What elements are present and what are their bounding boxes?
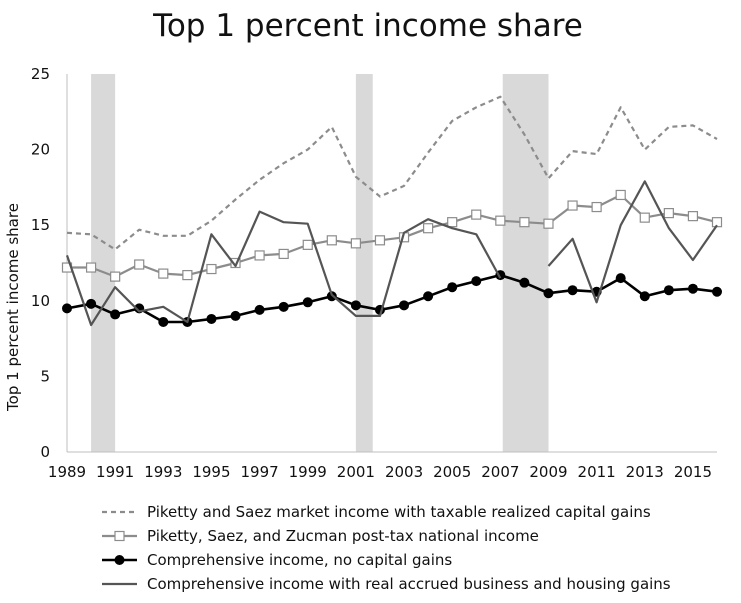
data-point	[615, 273, 626, 284]
x-tick-label: 2011	[578, 463, 616, 481]
x-tick-label: 2013	[626, 463, 664, 481]
recession-bands	[91, 74, 549, 452]
data-point	[62, 303, 72, 314]
data-point	[471, 209, 482, 220]
y-axis-label: Top 1 percent income share	[4, 203, 22, 412]
data-point	[663, 208, 674, 219]
legend-label: Piketty, Saez, and Zucman post-tax natio…	[147, 527, 539, 545]
x-tick-label: 1991	[96, 463, 134, 481]
data-point	[399, 300, 410, 311]
data-point	[350, 300, 361, 311]
data-point	[110, 309, 121, 320]
legend-label: Comprehensive income with real accrued b…	[147, 575, 671, 593]
y-tick-label: 5	[40, 367, 50, 385]
data-point	[254, 304, 265, 315]
x-tick-label: 2007	[481, 463, 519, 481]
data-point	[158, 268, 169, 279]
y-tick-labels: 0 5 10 15 20 25	[31, 65, 50, 461]
data-point	[423, 223, 434, 234]
data-point	[471, 276, 482, 287]
data-point	[639, 212, 650, 223]
chart-title: Top 1 percent income share	[152, 8, 583, 44]
data-point	[567, 285, 578, 296]
legend-marker	[114, 555, 125, 565]
y-tick-label: 0	[40, 443, 50, 461]
x-tick-label: 1995	[192, 463, 230, 481]
x-tick-label: 2015	[674, 463, 712, 481]
data-point	[110, 271, 121, 282]
data-point	[326, 235, 337, 246]
data-point	[591, 201, 602, 213]
data-point	[543, 218, 554, 229]
data-point	[230, 257, 241, 269]
data-point	[687, 211, 699, 222]
legend-marker	[114, 530, 125, 542]
y-tick-label: 15	[31, 216, 50, 234]
series-line-1	[67, 193, 718, 278]
legend: Piketty and Saez market income with taxa…	[102, 503, 671, 593]
data-point	[302, 297, 313, 308]
recession-band-2	[502, 74, 549, 452]
x-tick-label: 1999	[289, 463, 327, 481]
x-tick-labels: 1989 1991 1993 1995 1997 1999 2001 2003 2005 2007…	[48, 463, 712, 481]
data-point	[254, 250, 265, 261]
legend-label: Comprehensive income, no capital gains	[147, 551, 452, 569]
data-point	[85, 262, 97, 273]
x-tick-label: 1989	[48, 463, 86, 481]
data-point	[447, 217, 458, 228]
data-point	[423, 291, 434, 302]
axes	[66, 74, 717, 453]
data-point	[350, 238, 361, 249]
data-point	[206, 263, 217, 275]
data-point	[230, 310, 241, 321]
data-point	[278, 248, 289, 260]
data-point	[519, 277, 530, 288]
data-point	[495, 215, 506, 226]
y-tick-label: 25	[31, 65, 50, 83]
recession-band-1	[355, 74, 373, 452]
data-point	[374, 235, 386, 246]
x-tick-label: 2009	[529, 463, 567, 481]
legend-item: Piketty, Saez, and Zucman post-tax natio…	[102, 527, 539, 545]
series-3	[65, 180, 718, 327]
data-point	[278, 301, 289, 312]
x-tick-label: 2003	[385, 463, 423, 481]
data-point	[639, 291, 650, 302]
legend-item: Piketty and Saez market income with taxa…	[102, 503, 651, 521]
data-point	[567, 200, 578, 211]
legend-item: Comprehensive income with real accrued b…	[102, 575, 671, 593]
data-point	[86, 298, 97, 309]
data-point	[543, 288, 554, 299]
series-1	[61, 189, 723, 282]
x-tick-label: 1997	[240, 463, 278, 481]
x-tick-label: 2001	[337, 463, 375, 481]
data-point	[712, 286, 722, 297]
x-tick-label: 1993	[144, 463, 182, 481]
data-point	[687, 283, 698, 294]
data-point	[663, 285, 674, 296]
y-tick-label: 20	[31, 141, 50, 159]
data-point	[519, 217, 530, 228]
data-point	[182, 269, 193, 281]
series-line-3	[65, 180, 718, 327]
data-point	[158, 316, 169, 327]
data-point	[134, 259, 145, 270]
data-point	[447, 282, 458, 293]
y-tick-label: 10	[31, 292, 50, 310]
legend-item: Comprehensive income, no capital gains	[102, 551, 452, 569]
legend-label: Piketty and Saez market income with taxa…	[147, 503, 651, 521]
series-line-0	[66, 95, 718, 251]
data-point	[302, 239, 313, 250]
data-point	[615, 189, 626, 201]
data-point	[206, 313, 217, 324]
series-group	[61, 95, 723, 327]
series-0	[66, 95, 718, 251]
series-line-2	[66, 273, 718, 324]
x-tick-label: 2005	[433, 463, 471, 481]
